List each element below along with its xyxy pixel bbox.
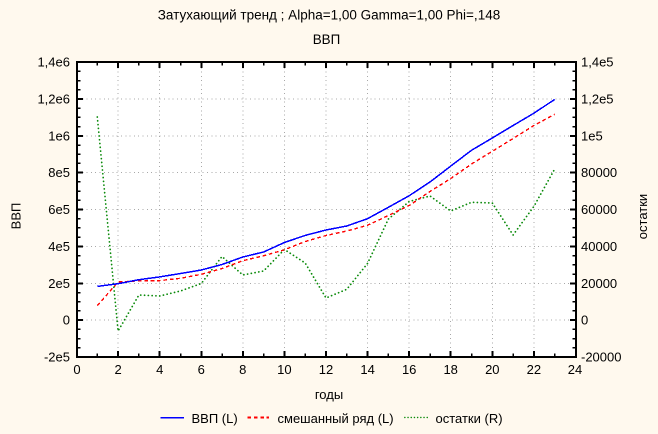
svg-text:20000: 20000 [581, 276, 617, 291]
svg-text:0: 0 [581, 313, 588, 328]
svg-text:-2e5: -2e5 [44, 350, 70, 365]
svg-text:годы: годы [315, 387, 343, 402]
svg-text:40000: 40000 [581, 239, 617, 254]
svg-text:ВВП: ВВП [313, 32, 341, 47]
svg-text:2: 2 [114, 362, 121, 377]
svg-text:22: 22 [527, 362, 541, 377]
svg-text:6e5: 6e5 [48, 202, 70, 217]
svg-text:0: 0 [63, 313, 70, 328]
svg-text:2e5: 2e5 [48, 276, 70, 291]
svg-text:остатки (R): остатки (R) [436, 411, 503, 426]
svg-text:4e5: 4e5 [48, 239, 70, 254]
svg-text:18: 18 [443, 362, 457, 377]
svg-text:1,4e5: 1,4e5 [581, 55, 614, 70]
svg-text:20: 20 [485, 362, 499, 377]
svg-text:60000: 60000 [581, 202, 617, 217]
svg-text:8: 8 [239, 362, 246, 377]
svg-text:1e6: 1e6 [48, 128, 70, 143]
svg-text:1,2e6: 1,2e6 [37, 91, 70, 106]
svg-text:1,2e5: 1,2e5 [581, 91, 614, 106]
svg-text:ВВП: ВВП [9, 203, 24, 230]
svg-text:1e5: 1e5 [581, 128, 603, 143]
svg-text:ВВП (L): ВВП (L) [192, 411, 238, 426]
svg-text:4: 4 [156, 362, 163, 377]
svg-text:остатки: остатки [635, 194, 650, 239]
svg-text:12: 12 [319, 362, 333, 377]
svg-text:24: 24 [568, 362, 582, 377]
svg-text:14: 14 [360, 362, 374, 377]
svg-text:0: 0 [73, 362, 80, 377]
svg-text:смешанный ряд (L): смешанный ряд (L) [278, 411, 394, 426]
svg-text:16: 16 [402, 362, 416, 377]
svg-text:Затухающий тренд ; Alpha=1,00: Затухающий тренд ; Alpha=1,00 Gamma=1,00… [158, 7, 500, 22]
svg-text:6: 6 [198, 362, 205, 377]
svg-text:1,4e6: 1,4e6 [37, 55, 70, 70]
svg-text:8e5: 8e5 [48, 165, 70, 180]
svg-text:10: 10 [277, 362, 291, 377]
svg-text:80000: 80000 [581, 165, 617, 180]
svg-text:-20000: -20000 [581, 350, 621, 365]
